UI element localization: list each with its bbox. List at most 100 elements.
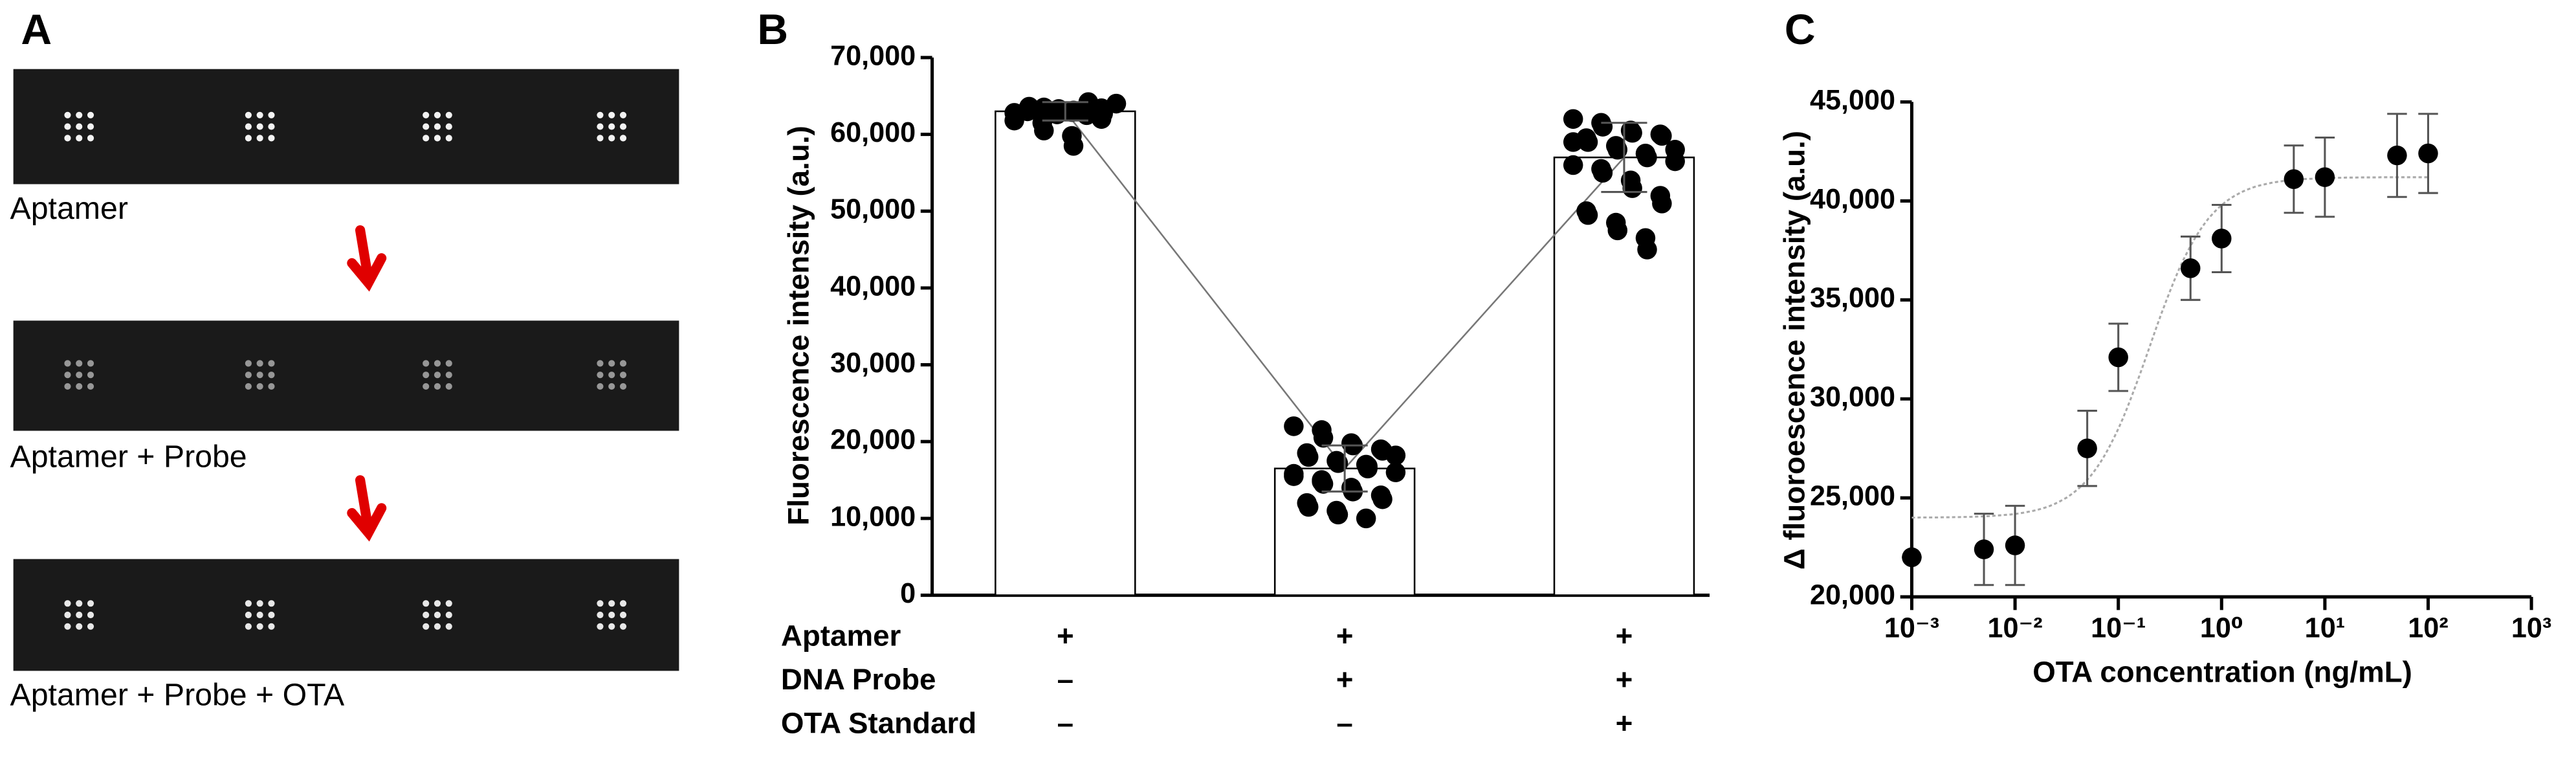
spot	[597, 360, 604, 367]
x-tick-label: 10¹	[2305, 612, 2345, 643]
spot	[434, 600, 441, 607]
spot	[434, 111, 441, 118]
spot	[87, 372, 94, 379]
data-point	[1356, 508, 1376, 529]
spot	[64, 135, 71, 142]
y-tick-label: 0	[900, 578, 916, 609]
data-point	[2315, 167, 2335, 187]
spot	[64, 111, 71, 118]
spot	[608, 623, 615, 630]
array-strip	[13, 320, 679, 431]
spot	[608, 611, 615, 619]
x-tick-label: 10²	[2408, 612, 2448, 643]
data-point	[2077, 438, 2097, 458]
data-point	[1284, 416, 1304, 436]
spot	[423, 611, 430, 619]
spot	[434, 383, 441, 390]
spot	[597, 372, 604, 379]
spot	[76, 123, 83, 130]
data-point	[1313, 428, 1334, 448]
condition-label: DNA Probe	[781, 663, 936, 696]
spot	[256, 372, 263, 379]
spot	[619, 623, 627, 630]
condition-mark: +	[1616, 706, 1633, 739]
data-point	[1372, 489, 1393, 509]
spot	[245, 623, 252, 630]
y-tick-label: 50,000	[830, 194, 916, 225]
spot	[619, 360, 627, 367]
condition-mark: –	[1336, 706, 1352, 739]
spot	[268, 372, 275, 379]
panel-b: B Fluorescence intensity (a.u.) 0 10,000 20,…	[757, 5, 1710, 739]
condition-mark: +	[1057, 619, 1074, 652]
spot	[245, 372, 252, 379]
data-point	[2387, 145, 2407, 166]
spot	[245, 111, 252, 118]
spot	[445, 600, 452, 607]
data-point	[1385, 445, 1406, 465]
y-tick-label: 20,000	[1810, 579, 1895, 610]
spot	[76, 111, 83, 118]
spot	[256, 123, 263, 130]
caption: Aptamer	[10, 191, 128, 226]
y-tick-label: 30,000	[1810, 382, 1895, 413]
spot	[597, 111, 604, 118]
spot	[245, 360, 252, 367]
data-point	[1592, 162, 1613, 183]
bar	[995, 110, 1136, 596]
spot	[76, 600, 83, 607]
data-point	[1578, 205, 1598, 225]
spot	[434, 623, 441, 630]
spot	[64, 600, 71, 607]
spot	[608, 111, 615, 118]
condition-mark: +	[1336, 619, 1354, 652]
spot	[423, 600, 430, 607]
spot	[76, 611, 83, 619]
spot	[445, 111, 452, 118]
spot	[434, 135, 441, 142]
arrow	[347, 225, 387, 542]
condition-mark: –	[1057, 663, 1073, 696]
spot	[64, 123, 71, 130]
spot	[245, 600, 252, 607]
error-bar	[1042, 101, 1088, 122]
spot	[445, 123, 452, 130]
data-point	[1622, 122, 1642, 143]
condition-mark: +	[1616, 619, 1633, 652]
spot	[608, 123, 615, 130]
spot	[87, 611, 94, 619]
spot	[256, 111, 263, 118]
spot	[619, 135, 627, 142]
data-point	[2181, 258, 2201, 278]
spot	[268, 135, 275, 142]
data-point	[2005, 535, 2025, 555]
spot	[64, 611, 71, 619]
data-point	[1063, 136, 1084, 156]
y-tick-label: 20,000	[830, 425, 916, 456]
data-point	[1284, 463, 1304, 484]
spot	[423, 360, 430, 367]
array-strip	[13, 559, 679, 671]
data-point	[1637, 147, 1657, 168]
spot	[268, 360, 275, 367]
x-tick-label: 10⁻¹	[2091, 612, 2146, 643]
spot	[256, 135, 263, 142]
y-axis-label: Δ fluoroescence intensity (a.u.)	[1778, 131, 1811, 570]
data-point	[1563, 109, 1583, 129]
spot	[423, 111, 430, 118]
panel-label: A	[21, 5, 52, 53]
spot	[268, 600, 275, 607]
spot	[76, 360, 83, 367]
spot	[245, 383, 252, 390]
spot	[423, 623, 430, 630]
spot	[445, 372, 452, 379]
condition-label: Aptamer	[781, 619, 901, 652]
spot-grid	[64, 111, 627, 630]
data-point	[1093, 101, 1113, 122]
spot	[256, 383, 263, 390]
data-point	[1328, 453, 1349, 473]
y-tick-label: 25,000	[1810, 481, 1895, 512]
spot	[245, 611, 252, 619]
error-bar	[1321, 444, 1368, 493]
